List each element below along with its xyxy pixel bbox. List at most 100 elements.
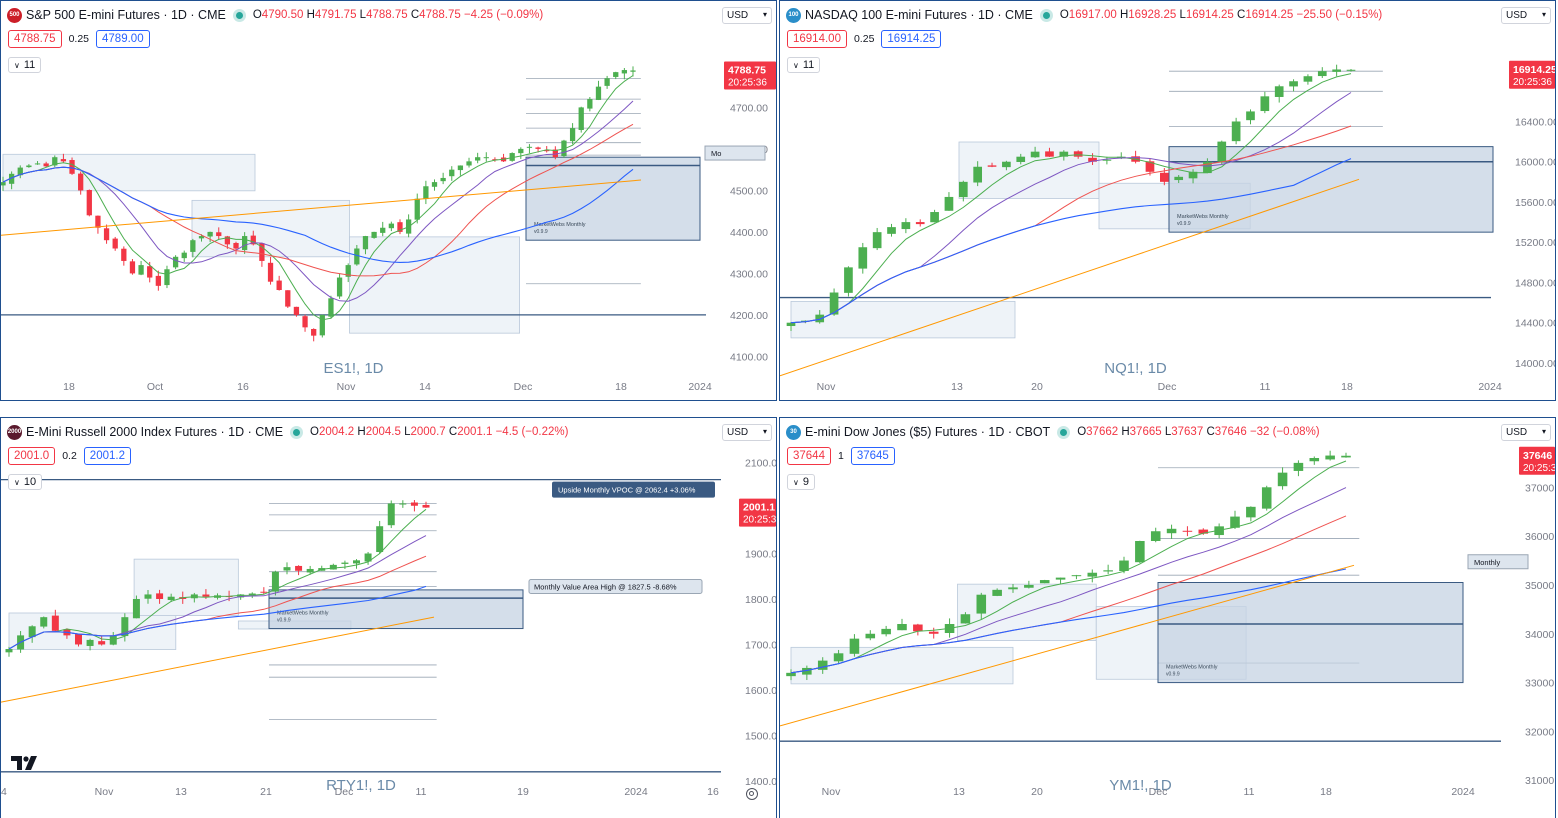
candle-body [250,235,256,245]
y-axis-tick-label: 16400.00 [1515,116,1556,128]
last-price-tag [1509,60,1555,89]
ask-price-button[interactable]: 16914.25 [881,30,942,48]
last-price-label: 4788.75 [728,64,766,76]
bid-ask-quote: 16914.00 0.25 16914.25 [787,30,942,48]
x-axis-tick-label: 11 [1260,381,1271,393]
y-axis-tick-label: 31000 [1525,775,1554,787]
candle-body [509,153,515,161]
x-axis-tick-label: Nov [337,381,356,393]
ask-price-button[interactable]: 2001.2 [83,447,131,465]
candle-body [587,99,593,109]
candle-body [526,146,533,148]
market-status-dot-icon [1042,11,1050,19]
bid-ask-quote: 37644 1 37645 [787,447,895,465]
candle-body [248,593,256,596]
moving-average-line [8,585,427,650]
currency-select[interactable]: USD ▾ [722,424,772,441]
candle-body [928,631,939,634]
bid-ask-quote: 2001.0 0.2 2001.2 [8,447,131,465]
indicators-toggle[interactable]: ∨ 10 [8,474,43,490]
candle-body [78,173,84,191]
candle-body [630,70,636,72]
box-label: MarketWebs Monthly [277,611,329,617]
market-status-dot-icon [293,428,301,436]
vpoc-label-box [552,481,715,498]
ohlc-values: O16917.00 H16928.25 L16914.25 C16914.25 … [1059,9,1383,21]
candle-body [544,150,550,152]
bid-price-button[interactable]: 37644 [787,447,831,465]
indicators-toggle[interactable]: ∨ 11 [8,57,42,73]
box-version: v0.9.9 [1166,672,1180,678]
currency-select[interactable]: USD ▾ [722,7,772,24]
symbol-title[interactable]: S&P 500 E-mini Futures · 1D · CME [26,8,226,22]
currency-select[interactable]: USD ▾ [1501,424,1551,441]
chart-panel-rty[interactable]: MarketWebs Monthly v0.9.9 RTY1!, 1D 2100.0 1… [0,417,777,818]
indicators-toggle[interactable]: ∨ 9 [787,474,815,490]
candle-body [1346,69,1356,71]
y-axis-tick-label: 14800.00 [1515,277,1556,289]
candle-body [295,565,303,571]
candle-body [1008,587,1018,590]
ask-price-button[interactable]: 4789.00 [96,30,150,48]
candle-body [913,624,923,632]
edge-label-box [704,145,766,161]
candle-body [1145,161,1155,172]
moving-average-200-line [780,564,1355,727]
y-axis-tick-label: 4400.00 [730,227,768,239]
candle-body [518,148,524,154]
chart-panel-nq[interactable]: MarketWebs Monthly v0.9.9 NQ1!, 1D 16400.00… [779,0,1556,401]
bid-price-button[interactable]: 16914.00 [787,30,847,48]
volume-profile-zone [2,153,256,192]
bid-price-button[interactable]: 2001.0 [8,447,56,465]
candle-body [121,248,127,261]
candle-body [1059,151,1069,157]
x-axis-tick-label: 13 [951,381,963,393]
candle-body [423,186,429,200]
symbol-title[interactable]: NASDAQ 100 E-mini Futures · 1D · CME [805,8,1033,22]
volume-profile-zone [790,646,1014,685]
bid-price-button[interactable]: 4788.75 [8,30,62,48]
moving-average-line [790,73,1352,324]
chart-panel-ym[interactable]: MarketWebs Monthly v0.9.9 YM1!, 1D 37000 360… [779,417,1556,818]
candle-body [440,177,446,182]
y-axis-tick-label: 1700.0 [745,639,777,651]
indicators-toggle[interactable]: ∨ 11 [787,57,821,73]
candle-body [1246,111,1255,121]
edge-label: Monthly [1474,558,1501,567]
y-axis-tick-label: 1400.0 [745,776,777,788]
candle-body [86,639,94,646]
bar-countdown-label: 20:25:36 [1513,77,1552,88]
currency-select[interactable]: USD ▾ [1501,7,1551,24]
symbol-title[interactable]: E-Mini Russell 2000 Index Futures · 1D ·… [26,425,284,439]
candle-body [51,615,59,631]
symbol-badge: 500 [7,7,22,23]
ask-price-button[interactable]: 37645 [850,447,895,465]
x-axis-tick-label: 21 [260,786,272,798]
x-axis-tick-label: 2024 [1451,786,1475,798]
symbol-title[interactable]: E-mini Dow Jones ($5) Futures · 1D · CBO… [805,425,1051,439]
chevron-down-icon: ▾ [762,10,767,19]
candle-body [422,504,430,508]
candle-body [1150,531,1161,541]
candle-body [786,322,796,327]
chart-panel-es[interactable]: MarketWebs Monthly v0.9.9 ES1!, 1D 4700.00 4… [0,0,777,401]
y-axis-tick-label: 14000.00 [1515,358,1556,370]
chevron-down-icon: ▾ [1541,10,1546,19]
candle-body [1246,506,1256,518]
tradingview-logo-icon[interactable] [11,755,39,771]
bar-countdown-label: 20:25:36 [1523,463,1556,474]
candle-body [1087,572,1098,577]
y-axis-tick-label: 35000 [1525,580,1554,592]
candle-body [1174,176,1184,181]
candle-body [164,269,170,286]
last-price-tag [739,498,776,527]
candle-body [345,265,351,277]
last-price-label: 2001.1 [743,502,775,514]
symbol-badge: 30 [786,424,801,440]
candle-body [1303,76,1313,82]
gear-icon[interactable] [746,788,758,800]
